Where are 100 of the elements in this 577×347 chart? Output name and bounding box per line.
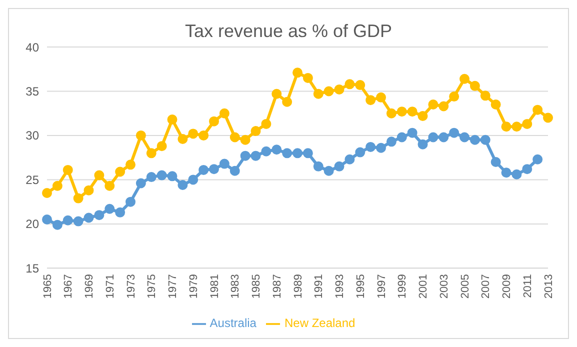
- point: [366, 95, 376, 106]
- point: [272, 88, 282, 99]
- x-tick-label: 1971: [104, 274, 116, 299]
- point: [198, 130, 209, 140]
- point: [302, 148, 313, 158]
- point: [261, 146, 272, 156]
- point: [344, 154, 355, 164]
- y-tick-label: 35: [26, 84, 40, 98]
- point: [240, 134, 250, 145]
- point: [126, 196, 136, 207]
- x-tick-label: 1993: [334, 274, 346, 299]
- point: [230, 132, 240, 142]
- point: [73, 216, 84, 226]
- point: [209, 116, 219, 126]
- legend-label: New Zealand: [284, 316, 356, 330]
- legend-label: Australia: [210, 316, 256, 330]
- point: [62, 164, 73, 175]
- point: [407, 106, 418, 117]
- point: [501, 122, 512, 132]
- x-tick-label: 1999: [396, 274, 409, 299]
- point: [94, 170, 104, 180]
- point: [386, 108, 396, 118]
- x-tick-label: 1977: [167, 274, 180, 299]
- point: [324, 166, 334, 176]
- point: [52, 220, 62, 230]
- point: [438, 132, 449, 142]
- x-tick-label: 1995: [354, 274, 367, 299]
- point: [42, 214, 52, 225]
- point: [470, 80, 480, 91]
- point: [126, 160, 136, 170]
- y-tick-label: 25: [26, 172, 40, 187]
- point: [52, 180, 62, 191]
- point: [480, 134, 490, 145]
- point: [460, 132, 470, 142]
- x-tick-label: 1997: [376, 274, 388, 299]
- y-tick-label: 20: [26, 217, 40, 232]
- point: [449, 128, 460, 138]
- x-tick-label: 2001: [418, 274, 430, 299]
- point: [156, 141, 167, 152]
- point: [532, 154, 543, 164]
- point: [292, 68, 302, 78]
- x-tick-label: 1969: [84, 274, 96, 299]
- point: [334, 161, 344, 172]
- point: [470, 134, 480, 145]
- x-tick-label: 2003: [438, 274, 450, 299]
- point: [167, 171, 178, 182]
- point: [449, 92, 460, 102]
- point: [250, 150, 261, 161]
- x-tick-label: 2007: [480, 274, 492, 299]
- x-tick-label: 1987: [271, 274, 284, 299]
- x-tick-label: 1975: [146, 274, 158, 299]
- point: [115, 207, 126, 218]
- x-tick-label: 1983: [230, 274, 242, 299]
- point: [104, 204, 115, 214]
- point: [282, 148, 292, 158]
- point: [136, 178, 146, 188]
- y-tick-label: 15: [26, 261, 40, 276]
- point: [396, 132, 407, 142]
- x-tick-label: 2011: [522, 274, 534, 298]
- x-tick-label: 1967: [62, 274, 75, 299]
- point: [490, 157, 501, 168]
- point: [334, 84, 344, 94]
- chart-title: Tax revenue as % of GDP: [184, 21, 392, 41]
- point: [376, 92, 386, 102]
- point: [94, 210, 104, 220]
- point: [344, 79, 355, 90]
- point: [198, 164, 209, 175]
- point: [136, 130, 146, 140]
- point: [156, 170, 167, 180]
- point: [146, 148, 156, 158]
- point: [512, 122, 522, 132]
- point: [428, 100, 438, 110]
- x-tick-label: 1973: [125, 274, 138, 299]
- point: [188, 174, 198, 185]
- point: [480, 90, 490, 101]
- point: [272, 144, 282, 155]
- point: [418, 139, 428, 150]
- point: [355, 80, 366, 90]
- point: [428, 132, 438, 142]
- point: [178, 134, 188, 144]
- x-tick-label: 2009: [501, 274, 514, 299]
- point: [302, 72, 313, 83]
- x-tick-label: 1991: [313, 274, 326, 299]
- point: [230, 166, 240, 176]
- point: [366, 142, 376, 152]
- x-tick-label: 2013: [542, 274, 555, 299]
- point: [209, 164, 219, 174]
- point: [84, 212, 94, 223]
- point: [324, 86, 334, 96]
- x-tick-label: 1989: [292, 274, 304, 299]
- point: [396, 106, 407, 117]
- point: [522, 164, 532, 174]
- point: [219, 108, 230, 118]
- point: [490, 100, 501, 110]
- point: [240, 150, 250, 161]
- point: [167, 114, 178, 125]
- point: [418, 111, 428, 122]
- y-tick-label: 30: [26, 128, 40, 143]
- point: [460, 74, 470, 84]
- point: [386, 136, 396, 147]
